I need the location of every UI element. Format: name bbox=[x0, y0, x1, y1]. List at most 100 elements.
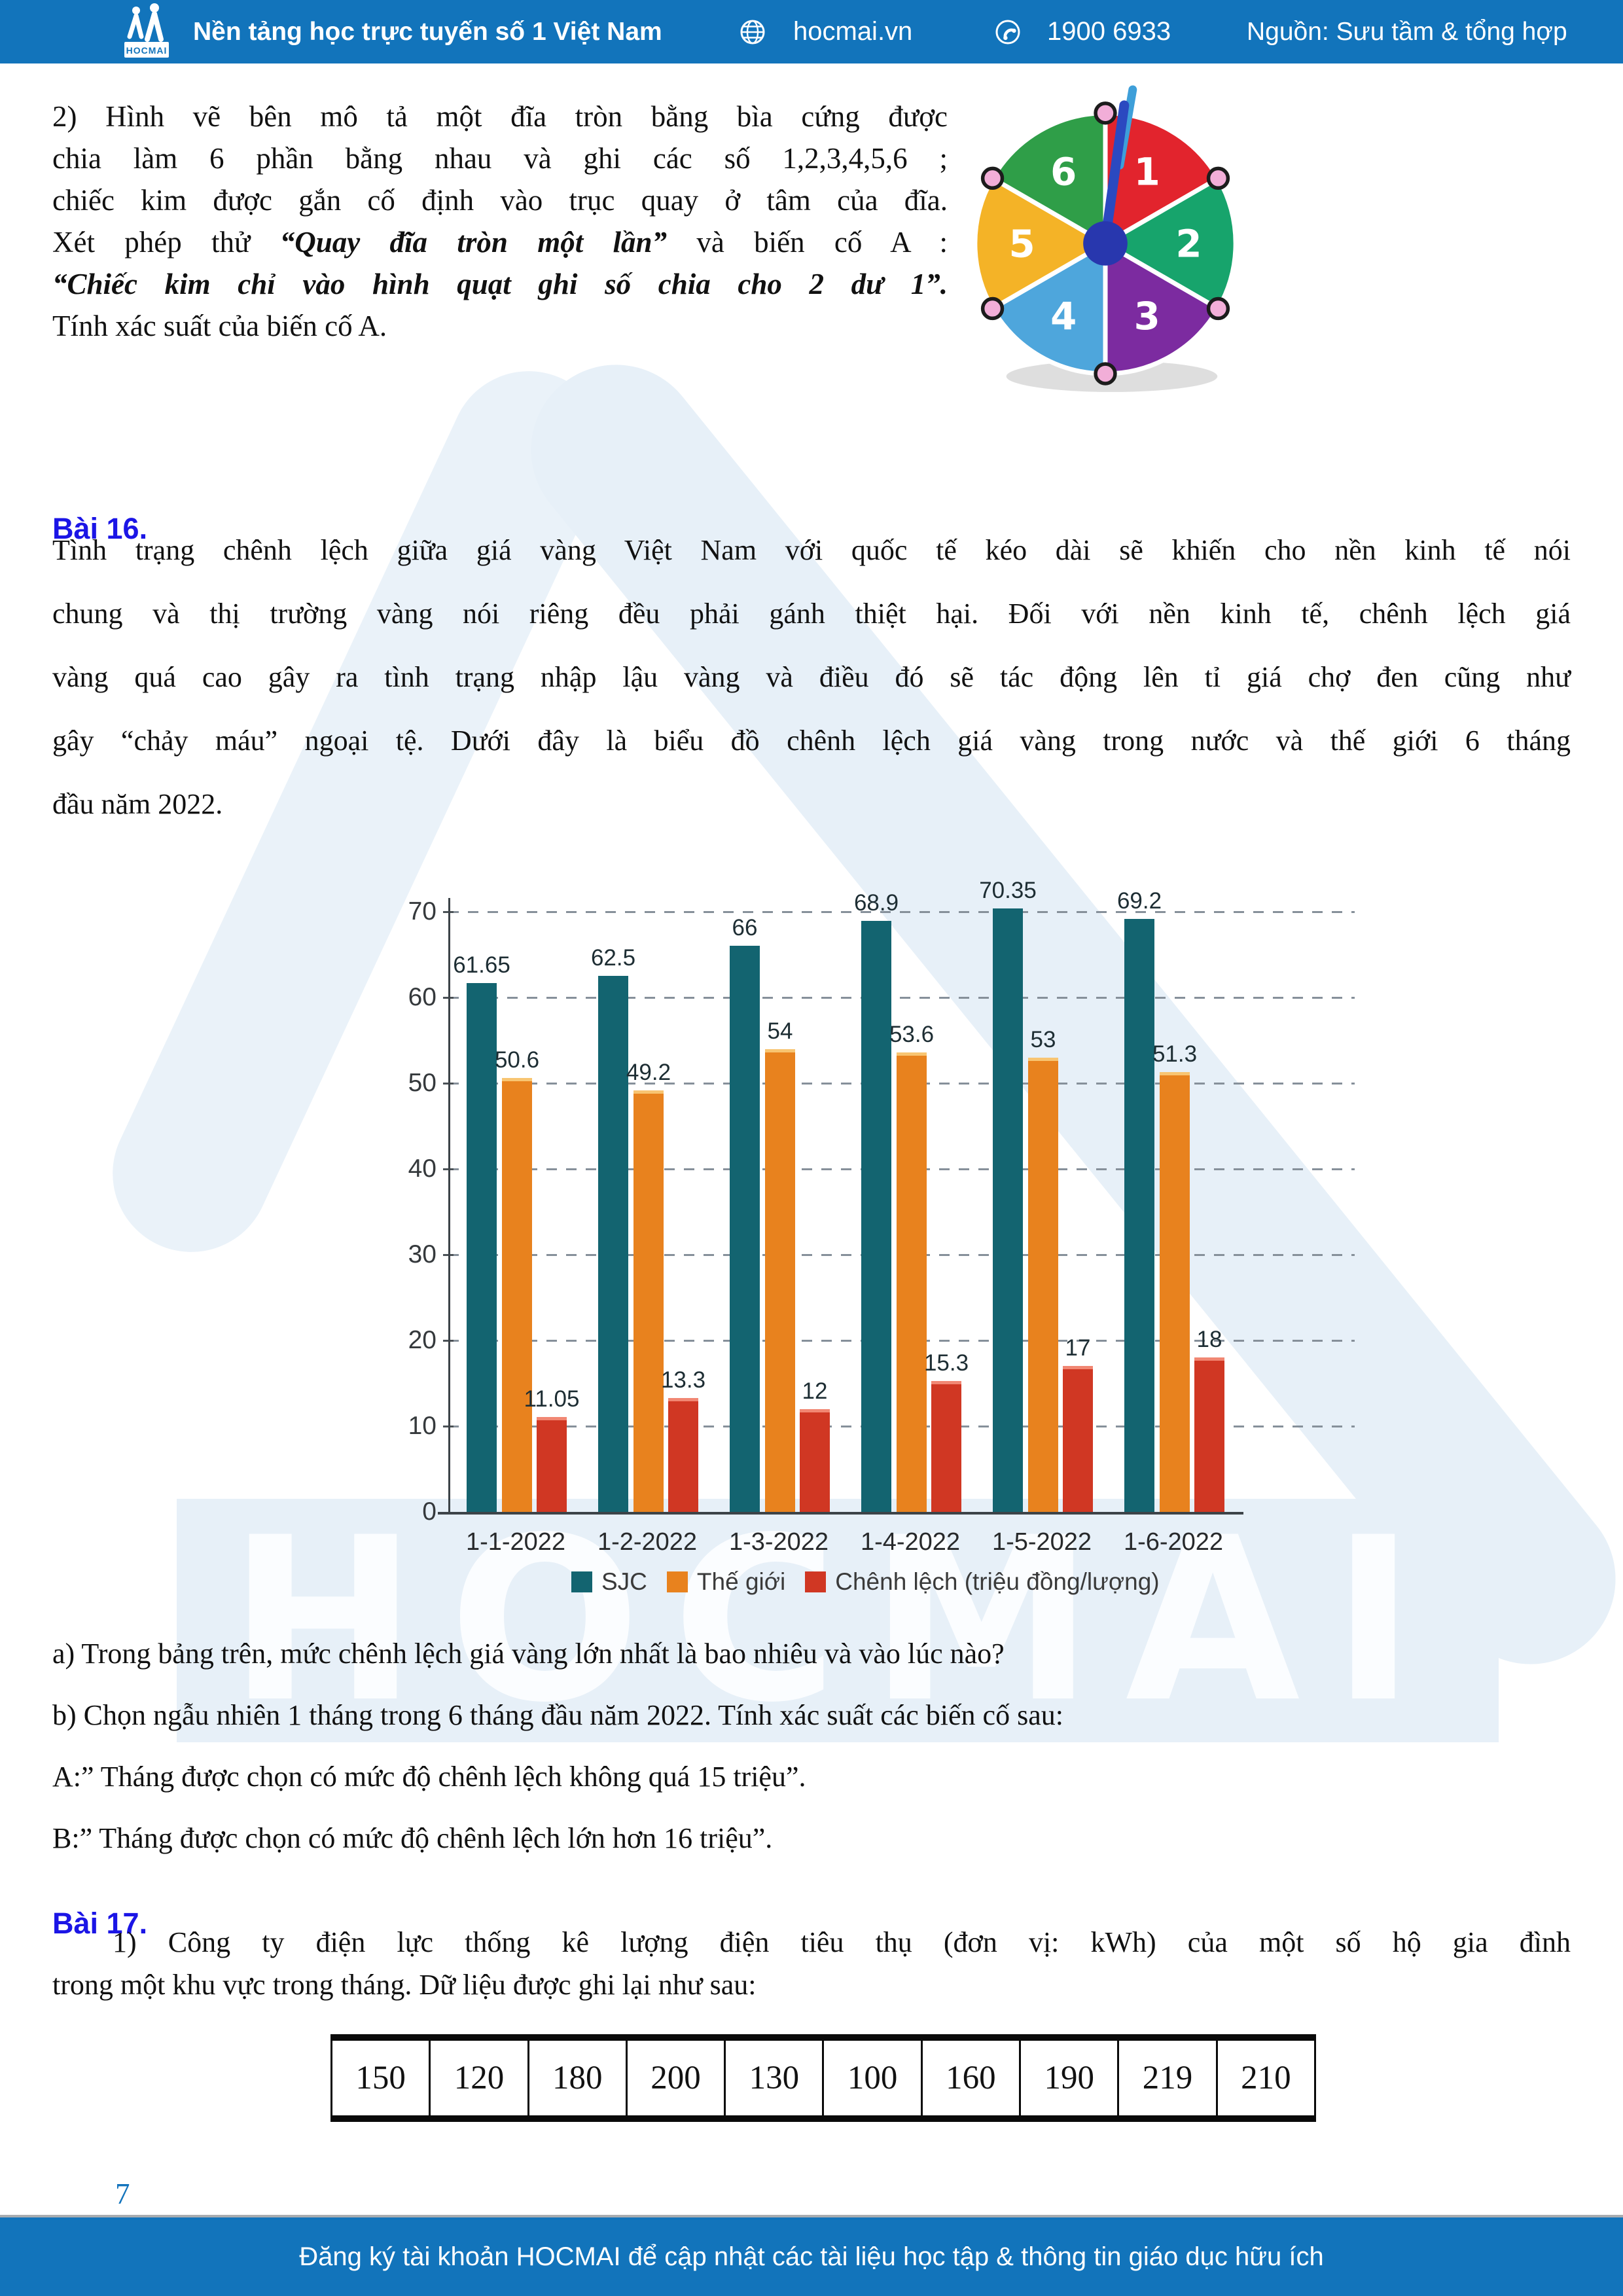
x-tick-label: 1-3-2022 bbox=[728, 1528, 829, 1556]
bar-SJC-1-4-2022 bbox=[861, 921, 891, 1512]
globe-icon bbox=[740, 20, 765, 45]
bar-value-label: 51.3 bbox=[1152, 1041, 1198, 1067]
bar-value-label: 61.65 bbox=[453, 952, 510, 978]
text-segment: chia làm 6 phần bằng nhau và ghi các số … bbox=[52, 142, 948, 175]
legend-swatch bbox=[666, 1571, 688, 1592]
x-tick-label: 1-1-2022 bbox=[465, 1528, 566, 1556]
legend-item-Thế giới: Thế giới bbox=[666, 1568, 786, 1596]
bar-value-label: 62.5 bbox=[590, 945, 636, 971]
table-cell: 130 bbox=[726, 2041, 825, 2115]
logo-label: HOCMAI bbox=[126, 45, 168, 56]
spinner-sector-2 bbox=[1103, 175, 1238, 311]
legend-item-SJC: SJC bbox=[571, 1568, 647, 1596]
bar-value-label: 66 bbox=[732, 915, 758, 941]
text-segment: 1) Công ty điện lực thống kê lượng điện … bbox=[113, 1926, 1571, 1958]
footer-divider bbox=[0, 2215, 1623, 2217]
bai16-questions: a) Trong bảng trên, mức chênh lệch giá v… bbox=[52, 1623, 1571, 1869]
text-segment: “Chiếc kim chỉ vào hình quạt ghi số chia… bbox=[52, 268, 948, 300]
electricity-data-table: 150 120 180 200 130 100 160 190 219 210 bbox=[330, 2034, 1316, 2122]
bai17-paragraph: 1) Công ty điện lực thống kê lượng điện … bbox=[52, 1921, 1571, 2006]
x-tick-label: 1-6-2022 bbox=[1123, 1528, 1224, 1556]
bar-value-label: 18 bbox=[1196, 1327, 1222, 1353]
y-tick-label: 40 bbox=[408, 1155, 437, 1183]
y-tick-label: 10 bbox=[408, 1412, 437, 1440]
header-website: hocmai.vn bbox=[793, 17, 913, 46]
bar-value-label: 50.6 bbox=[494, 1047, 540, 1073]
bar-SJC-1-5-2022 bbox=[993, 908, 1023, 1512]
bar-value-label: 49.2 bbox=[626, 1059, 671, 1085]
bar-Chênh lệch (triệu đồng/lượng)-1-6-2022 bbox=[1194, 1357, 1224, 1512]
table-cell: 100 bbox=[824, 2041, 923, 2115]
bar-value-label: 69.2 bbox=[1116, 888, 1162, 914]
footer-bar: Đăng ký tài khoản HOCMAI để cập nhật các… bbox=[0, 2217, 1623, 2296]
bar-Thế giới-1-1-2022 bbox=[502, 1078, 532, 1512]
boundary-pin bbox=[1094, 362, 1117, 386]
bai17-title: Bài 17. bbox=[52, 1907, 148, 1941]
spinner-sector-3 bbox=[1103, 241, 1221, 376]
text-segment: gây “chảy máu” ngoại tệ. Dưới đây là biể… bbox=[52, 725, 1571, 757]
text-line: Xét phép thử “Quay đĩa tròn một lần” và … bbox=[52, 221, 948, 263]
table-cell: 160 bbox=[923, 2041, 1022, 2115]
question-a: a) Trong bảng trên, mức chênh lệch giá v… bbox=[52, 1638, 1005, 1670]
bar-value-label: 53 bbox=[1030, 1026, 1056, 1052]
spinner-graphic: 123 456 bbox=[972, 85, 1238, 392]
table-cell: 200 bbox=[628, 2041, 726, 2115]
footer-text: Đăng ký tài khoản HOCMAI để cập nhật các… bbox=[299, 2242, 1324, 2271]
y-tick-label: 70 bbox=[408, 897, 437, 925]
header-source: Nguồn: Sưu tầm & tổng hợp bbox=[1247, 18, 1567, 46]
bar-SJC-1-3-2022 bbox=[730, 946, 760, 1512]
boundary-pin bbox=[1094, 101, 1117, 125]
text-segment: “Quay đĩa tròn một lần” bbox=[279, 226, 668, 259]
bar-value-label: 11.05 bbox=[524, 1386, 580, 1412]
x-tick-label: 1-4-2022 bbox=[860, 1528, 961, 1556]
bar-Thế giới-1-2-2022 bbox=[633, 1090, 664, 1512]
spinner-sector-6 bbox=[990, 111, 1108, 246]
bar-value-label: 68.9 bbox=[853, 890, 899, 916]
x-tick-label: 1-5-2022 bbox=[991, 1528, 1092, 1556]
text-segment: chiếc kim được gắn cố định vào trục quay… bbox=[52, 184, 948, 217]
bar-Chênh lệch (triệu đồng/lượng)-1-4-2022 bbox=[931, 1380, 961, 1512]
legend-swatch bbox=[805, 1571, 827, 1592]
bar-SJC-1-1-2022 bbox=[467, 983, 497, 1512]
event-a: A:” Tháng được chọn có mức độ chênh lệch… bbox=[52, 1761, 806, 1793]
chart-legend: SJC Thế giới Chênh lệch (triệu đồng/lượng) bbox=[571, 1568, 1160, 1596]
bar-Thế giới-1-3-2022 bbox=[765, 1049, 795, 1512]
boundary-pin bbox=[980, 166, 1005, 190]
text-segment: Tính xác suất của biến cố A. bbox=[52, 310, 387, 342]
spinner-sector-label-5: 5 bbox=[1008, 222, 1035, 266]
legend-label: Thế giới bbox=[696, 1568, 786, 1595]
boundary-pin bbox=[980, 296, 1005, 321]
bar-SJC-1-2-2022 bbox=[598, 976, 628, 1513]
bar-value-label: 54 bbox=[767, 1018, 793, 1044]
bar-value-label: 12 bbox=[802, 1378, 828, 1404]
boundary-pin bbox=[1206, 296, 1230, 321]
bar-Thế giới-1-4-2022 bbox=[897, 1052, 927, 1512]
text-segment: đầu năm 2022. bbox=[52, 788, 223, 820]
x-tick-label: 1-2-2022 bbox=[597, 1528, 698, 1556]
table-cell: 150 bbox=[332, 2041, 431, 2115]
gridline-70 bbox=[448, 910, 1355, 913]
spinner-sector-5 bbox=[972, 175, 1108, 311]
text-segment: chung và thị trường vàng nói riêng đều p… bbox=[52, 598, 1571, 630]
text-segment: Tình trạng chênh lệch giữa giá vàng Việt… bbox=[52, 534, 1571, 566]
watermark-band: HOCMAI bbox=[177, 1499, 1499, 1742]
bar-value-label: 15.3 bbox=[923, 1350, 969, 1376]
header-bar: HOCMAI Nền tảng học trực tuyến số 1 Việt… bbox=[0, 0, 1623, 63]
legend-item-Chênh lệch (triệu đồng/lượng): Chênh lệch (triệu đồng/lượng) bbox=[805, 1568, 1160, 1596]
text-line: chia làm 6 phần bằng nhau và ghi các số … bbox=[52, 137, 948, 179]
y-tick-label: 50 bbox=[408, 1069, 437, 1097]
table-cell: 120 bbox=[431, 2041, 529, 2115]
watermark-text: HOCMAI bbox=[228, 1499, 1447, 1742]
text-line: chung và thị trường vàng nói riêng đều p… bbox=[52, 582, 1571, 645]
bar-value-label: 53.6 bbox=[889, 1021, 935, 1047]
text-line: trong một khu vực trong tháng. Dữ liệu đ… bbox=[52, 1964, 1571, 2006]
bar-Chênh lệch (triệu đồng/lượng)-1-3-2022 bbox=[800, 1408, 830, 1512]
x-axis bbox=[438, 1512, 1243, 1515]
text-segment: vàng quá cao gây ra tình trạng nhập lậu … bbox=[52, 661, 1571, 693]
bar-value-label: 13.3 bbox=[660, 1367, 706, 1393]
spinner-sector-label-3: 3 bbox=[1134, 294, 1160, 338]
text-line: “Chiếc kim chỉ vào hình quạt ghi số chia… bbox=[52, 263, 948, 305]
spinner-sector-label-6: 6 bbox=[1050, 149, 1077, 194]
y-axis bbox=[448, 898, 450, 1515]
